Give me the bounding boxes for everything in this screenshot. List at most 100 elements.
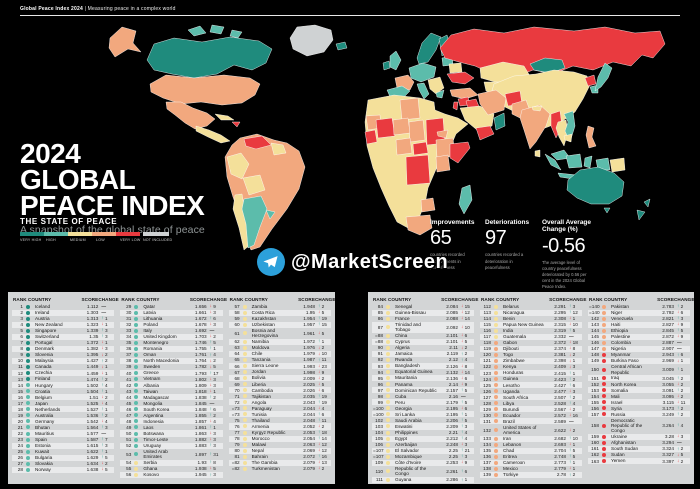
change-amount: 2	[572, 394, 576, 400]
up-arrow-icon: ↑	[677, 351, 680, 357]
overall-change-caption: The average level of country peacefulnes…	[542, 259, 587, 290]
score-cell: 3.009	[662, 367, 674, 373]
change-header: CHANGE	[98, 296, 119, 302]
change-cell: ↓ 4	[207, 418, 222, 424]
score-cell: 2.693	[554, 442, 566, 448]
score-cell: 2.291	[554, 304, 566, 310]
score-cell: 1.678	[194, 322, 207, 328]
change-cell: ↑ 6	[674, 351, 689, 358]
category-dot	[386, 412, 390, 417]
up-arrow-icon: ↑	[209, 369, 212, 375]
change-cell: ↓ 5	[315, 330, 330, 336]
map-region-north-korea	[584, 74, 597, 87]
score-cell: 2.009	[303, 375, 315, 381]
category-dot	[26, 346, 30, 351]
category-dot	[134, 401, 139, 406]
change-amount: 5	[572, 448, 576, 454]
category-dot	[386, 394, 390, 399]
score-cell: 2.063	[303, 442, 315, 448]
category-dot	[242, 304, 247, 309]
change-amount: 2	[104, 461, 108, 467]
country-cell: Paraguay	[251, 405, 272, 411]
legend-swatch-medium	[68, 232, 92, 236]
category-dot	[242, 430, 247, 435]
change-cell: ↑ 6	[207, 406, 222, 412]
country-cell: Georgia	[395, 405, 412, 411]
change-cell: ↓ 1	[207, 388, 222, 394]
up-arrow-icon: ↑	[461, 447, 464, 453]
up-arrow-icon: ↑	[569, 375, 572, 381]
table-row: 120 Togo 2.381 ↓ 2	[480, 352, 582, 358]
change-amount: 1	[572, 358, 576, 364]
legend-swatch-high	[44, 232, 68, 236]
table-column-header: RANK COUNTRY SCORE CHANGE	[480, 295, 587, 304]
change-cell: ↓ 3	[98, 346, 113, 352]
up-arrow-icon: ↑	[569, 399, 572, 405]
no-change-dash: —	[569, 418, 574, 424]
down-arrow-icon: ↓	[209, 357, 212, 363]
map-region-tasmania	[603, 207, 611, 214]
down-arrow-icon: ↓	[569, 315, 572, 321]
legend-label-medium: MEDIUM	[70, 238, 86, 242]
up-arrow-icon: ↑	[677, 315, 680, 321]
table-row: 22 Mauritius 1.577—	[12, 430, 115, 437]
table-row: 56 Kosovo 1.945 ↑ 3	[120, 472, 223, 478]
change-cell: ↓ 6	[674, 309, 689, 315]
change-cell: ↓ 2	[207, 357, 222, 364]
table-row: 124 Guinea 2.423 ↑ 2	[480, 376, 582, 382]
category-dot	[494, 442, 498, 447]
change-amount: 10	[464, 324, 470, 330]
category-dot	[386, 460, 390, 465]
table-row: 106 Azerbaijan 2.248 ↓ 3	[372, 442, 474, 448]
rank-cell: 7	[20, 340, 23, 346]
down-arrow-icon: ↓	[569, 339, 572, 345]
rank-cell: 64	[234, 351, 240, 357]
rank-cell: 53	[126, 451, 132, 457]
down-arrow-icon: ↓	[461, 315, 464, 321]
score-cell: 2.119	[446, 351, 458, 357]
category-dot	[242, 382, 247, 387]
table-row: 126 Uganda 2.477 ↓ 3	[480, 388, 582, 394]
country-cell: Sri Lanka	[395, 411, 415, 417]
score-cell: 2.295	[554, 310, 566, 316]
rank-cell: 120	[483, 352, 491, 358]
down-arrow-icon: ↓	[677, 457, 680, 463]
country-cell: Chile	[251, 351, 263, 357]
change-header: CHANGE	[566, 296, 587, 302]
map-region-philippines	[585, 125, 597, 149]
score-cell: 1.764	[194, 358, 207, 364]
country-cell: Israel	[611, 399, 623, 405]
country-cell: Moldova	[251, 345, 270, 351]
change-amount: 1	[572, 466, 576, 472]
rank-cell: 59	[234, 316, 240, 322]
table-row: 69 Liberia 2.025 ↓ 5	[229, 381, 331, 387]
rank-cell: 78	[234, 436, 240, 442]
change-cell: ↑ 5	[458, 399, 473, 405]
table-row: 38 North Macedonia 1.764 ↓ 2	[120, 357, 223, 364]
country-cell: Benin	[503, 315, 515, 321]
change-amount: 2	[104, 376, 108, 382]
table-row: 161 South Sudan 3.324 ↑ 2	[588, 446, 690, 452]
up-arrow-icon: ↑	[677, 404, 680, 410]
up-arrow-icon: ↑	[569, 369, 572, 375]
score-cell: 1.857	[194, 418, 207, 424]
change-amount: 2	[680, 411, 684, 417]
country-cell: United States of America	[503, 424, 537, 435]
country-cell: Canada	[35, 364, 52, 370]
country-cell: Brazil	[503, 418, 515, 424]
rank-cell: 23	[17, 437, 23, 443]
rank-cell: 144	[591, 328, 599, 334]
up-arrow-icon: ↑	[569, 435, 572, 441]
change-amount: 2	[104, 358, 108, 364]
score-cell: 1.303	[86, 310, 99, 316]
category-dot	[26, 340, 30, 345]
change-amount: 5	[572, 454, 576, 460]
down-arrow-icon: ↓	[677, 433, 680, 439]
change-cell: ↑ 3	[566, 303, 581, 309]
table-row: 119 Djibouti 2.374 ↓ 8	[480, 346, 582, 352]
no-change-dash: —	[101, 310, 107, 316]
change-amount: 1	[104, 370, 108, 376]
table-row: 33 Italy 1.692—	[120, 328, 222, 334]
up-arrow-icon: ↑	[101, 333, 104, 339]
change-cell: ↓ 1	[566, 358, 581, 364]
